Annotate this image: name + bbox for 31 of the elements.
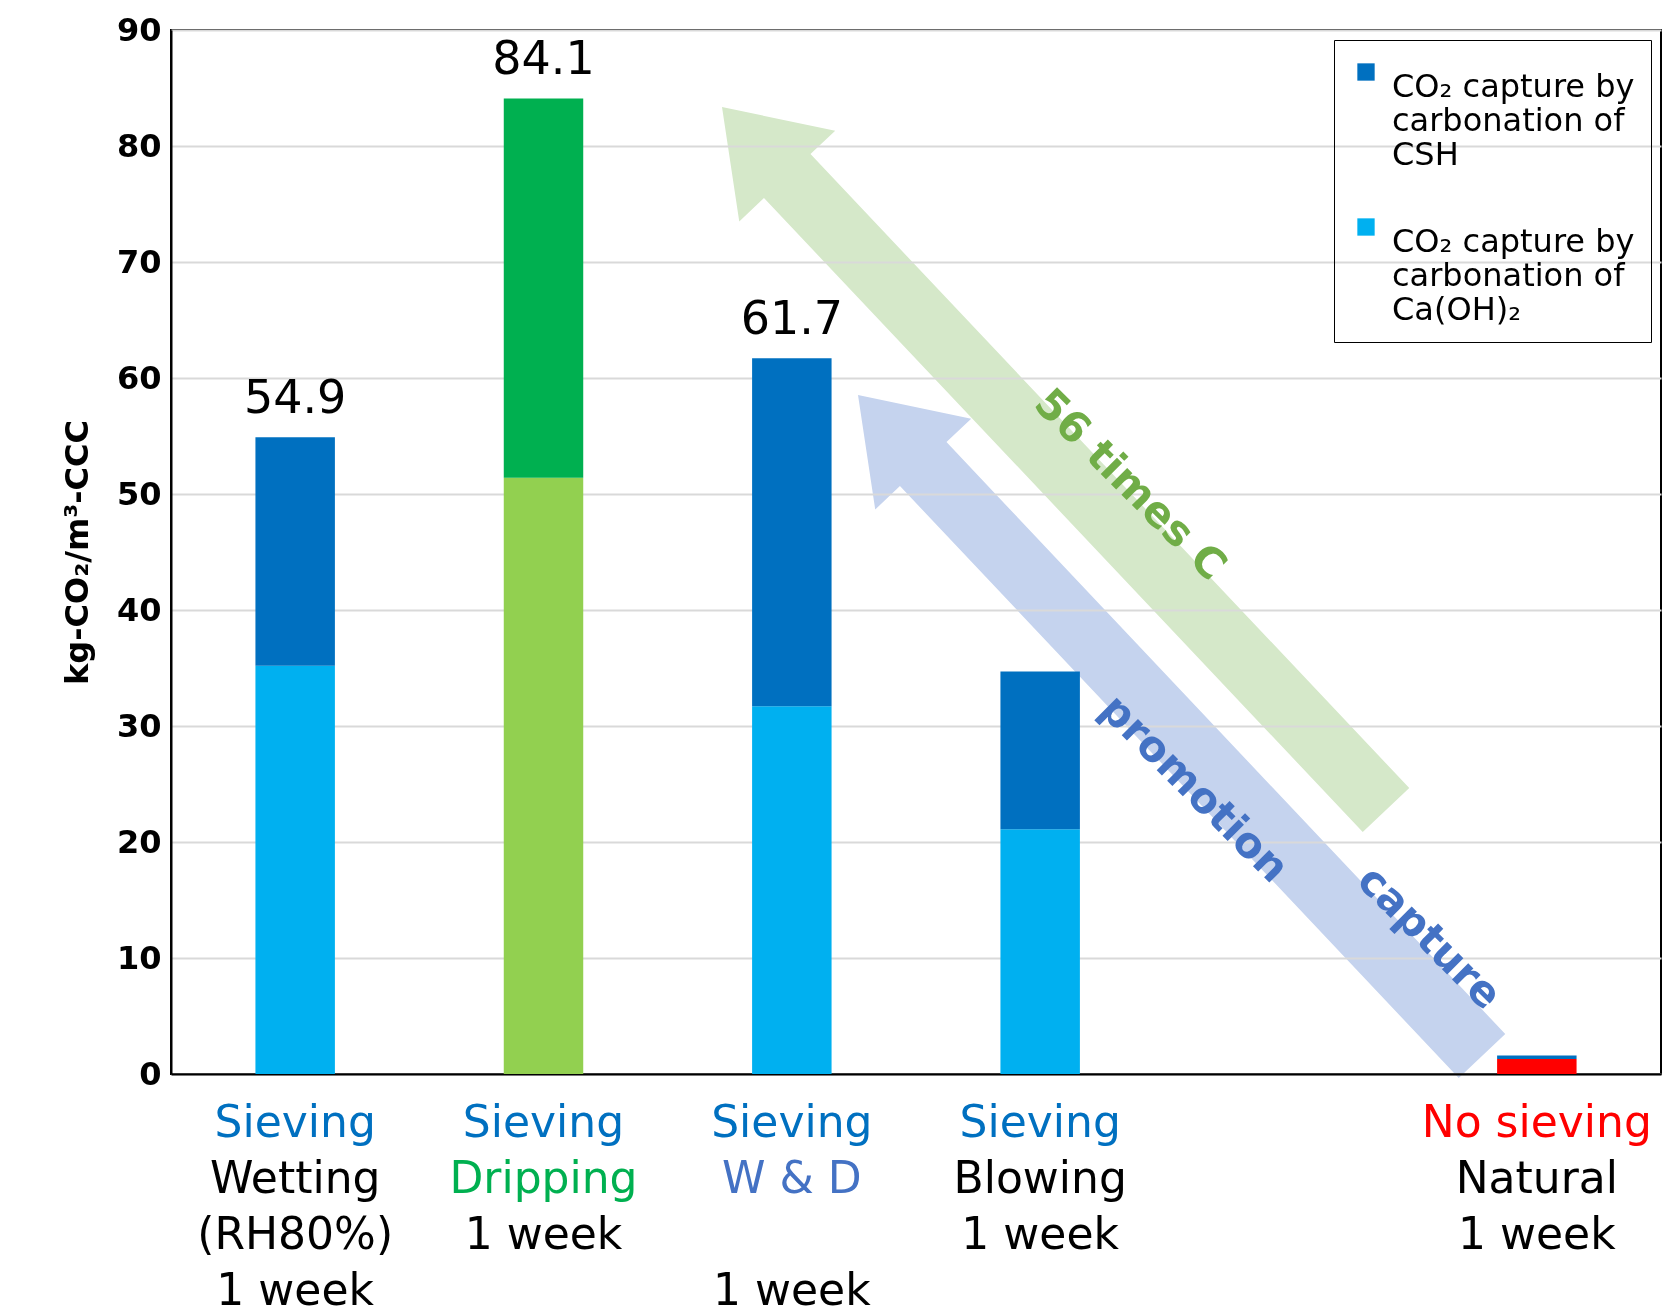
category-label: Sieving Blowing 1 week [953, 1096, 1127, 1259]
y-tick-label: 50 [116, 474, 162, 513]
bar [1497, 1055, 1577, 1059]
bar [255, 665, 335, 1074]
category-label: Sieving Wetting (RH80%) 1 week [197, 1096, 394, 1315]
category-label: Sieving Dripping 1 week [449, 1096, 638, 1259]
y-tick-label: 30 [116, 706, 162, 745]
y-tick-label: 80 [116, 126, 162, 165]
legend-label: CO₂ capture by carbonation of Ca(OH)₂ [1392, 222, 1635, 328]
bar [1497, 1058, 1577, 1074]
y-tick-label: 20 [116, 822, 162, 861]
total-label: 61.7 [740, 291, 844, 346]
category-label: Sieving W & D 1 week [711, 1096, 873, 1315]
y-tick-label: 40 [116, 590, 162, 629]
y-tick-label: 90 [116, 10, 162, 49]
bar [752, 358, 832, 707]
legend-label: CO₂ capture by carbonation of CSH [1392, 67, 1635, 173]
y-tick-label: 60 [116, 358, 162, 397]
total-label: 84.1 [492, 31, 595, 86]
y-axis-title: kg-CO₂/m³-CCC [57, 420, 96, 685]
bar [503, 98, 584, 478]
total-label: 54.9 [243, 370, 347, 425]
bar [752, 706, 832, 1074]
bar [1000, 671, 1080, 830]
y-tick-label: 70 [116, 242, 162, 281]
bar [503, 477, 584, 1074]
y-tick-label: 0 [139, 1054, 162, 1093]
bar [1000, 829, 1080, 1074]
y-tick-label: 10 [116, 938, 162, 977]
category-label: No sieving Natural 1 week [1421, 1096, 1652, 1259]
bar [255, 437, 335, 666]
